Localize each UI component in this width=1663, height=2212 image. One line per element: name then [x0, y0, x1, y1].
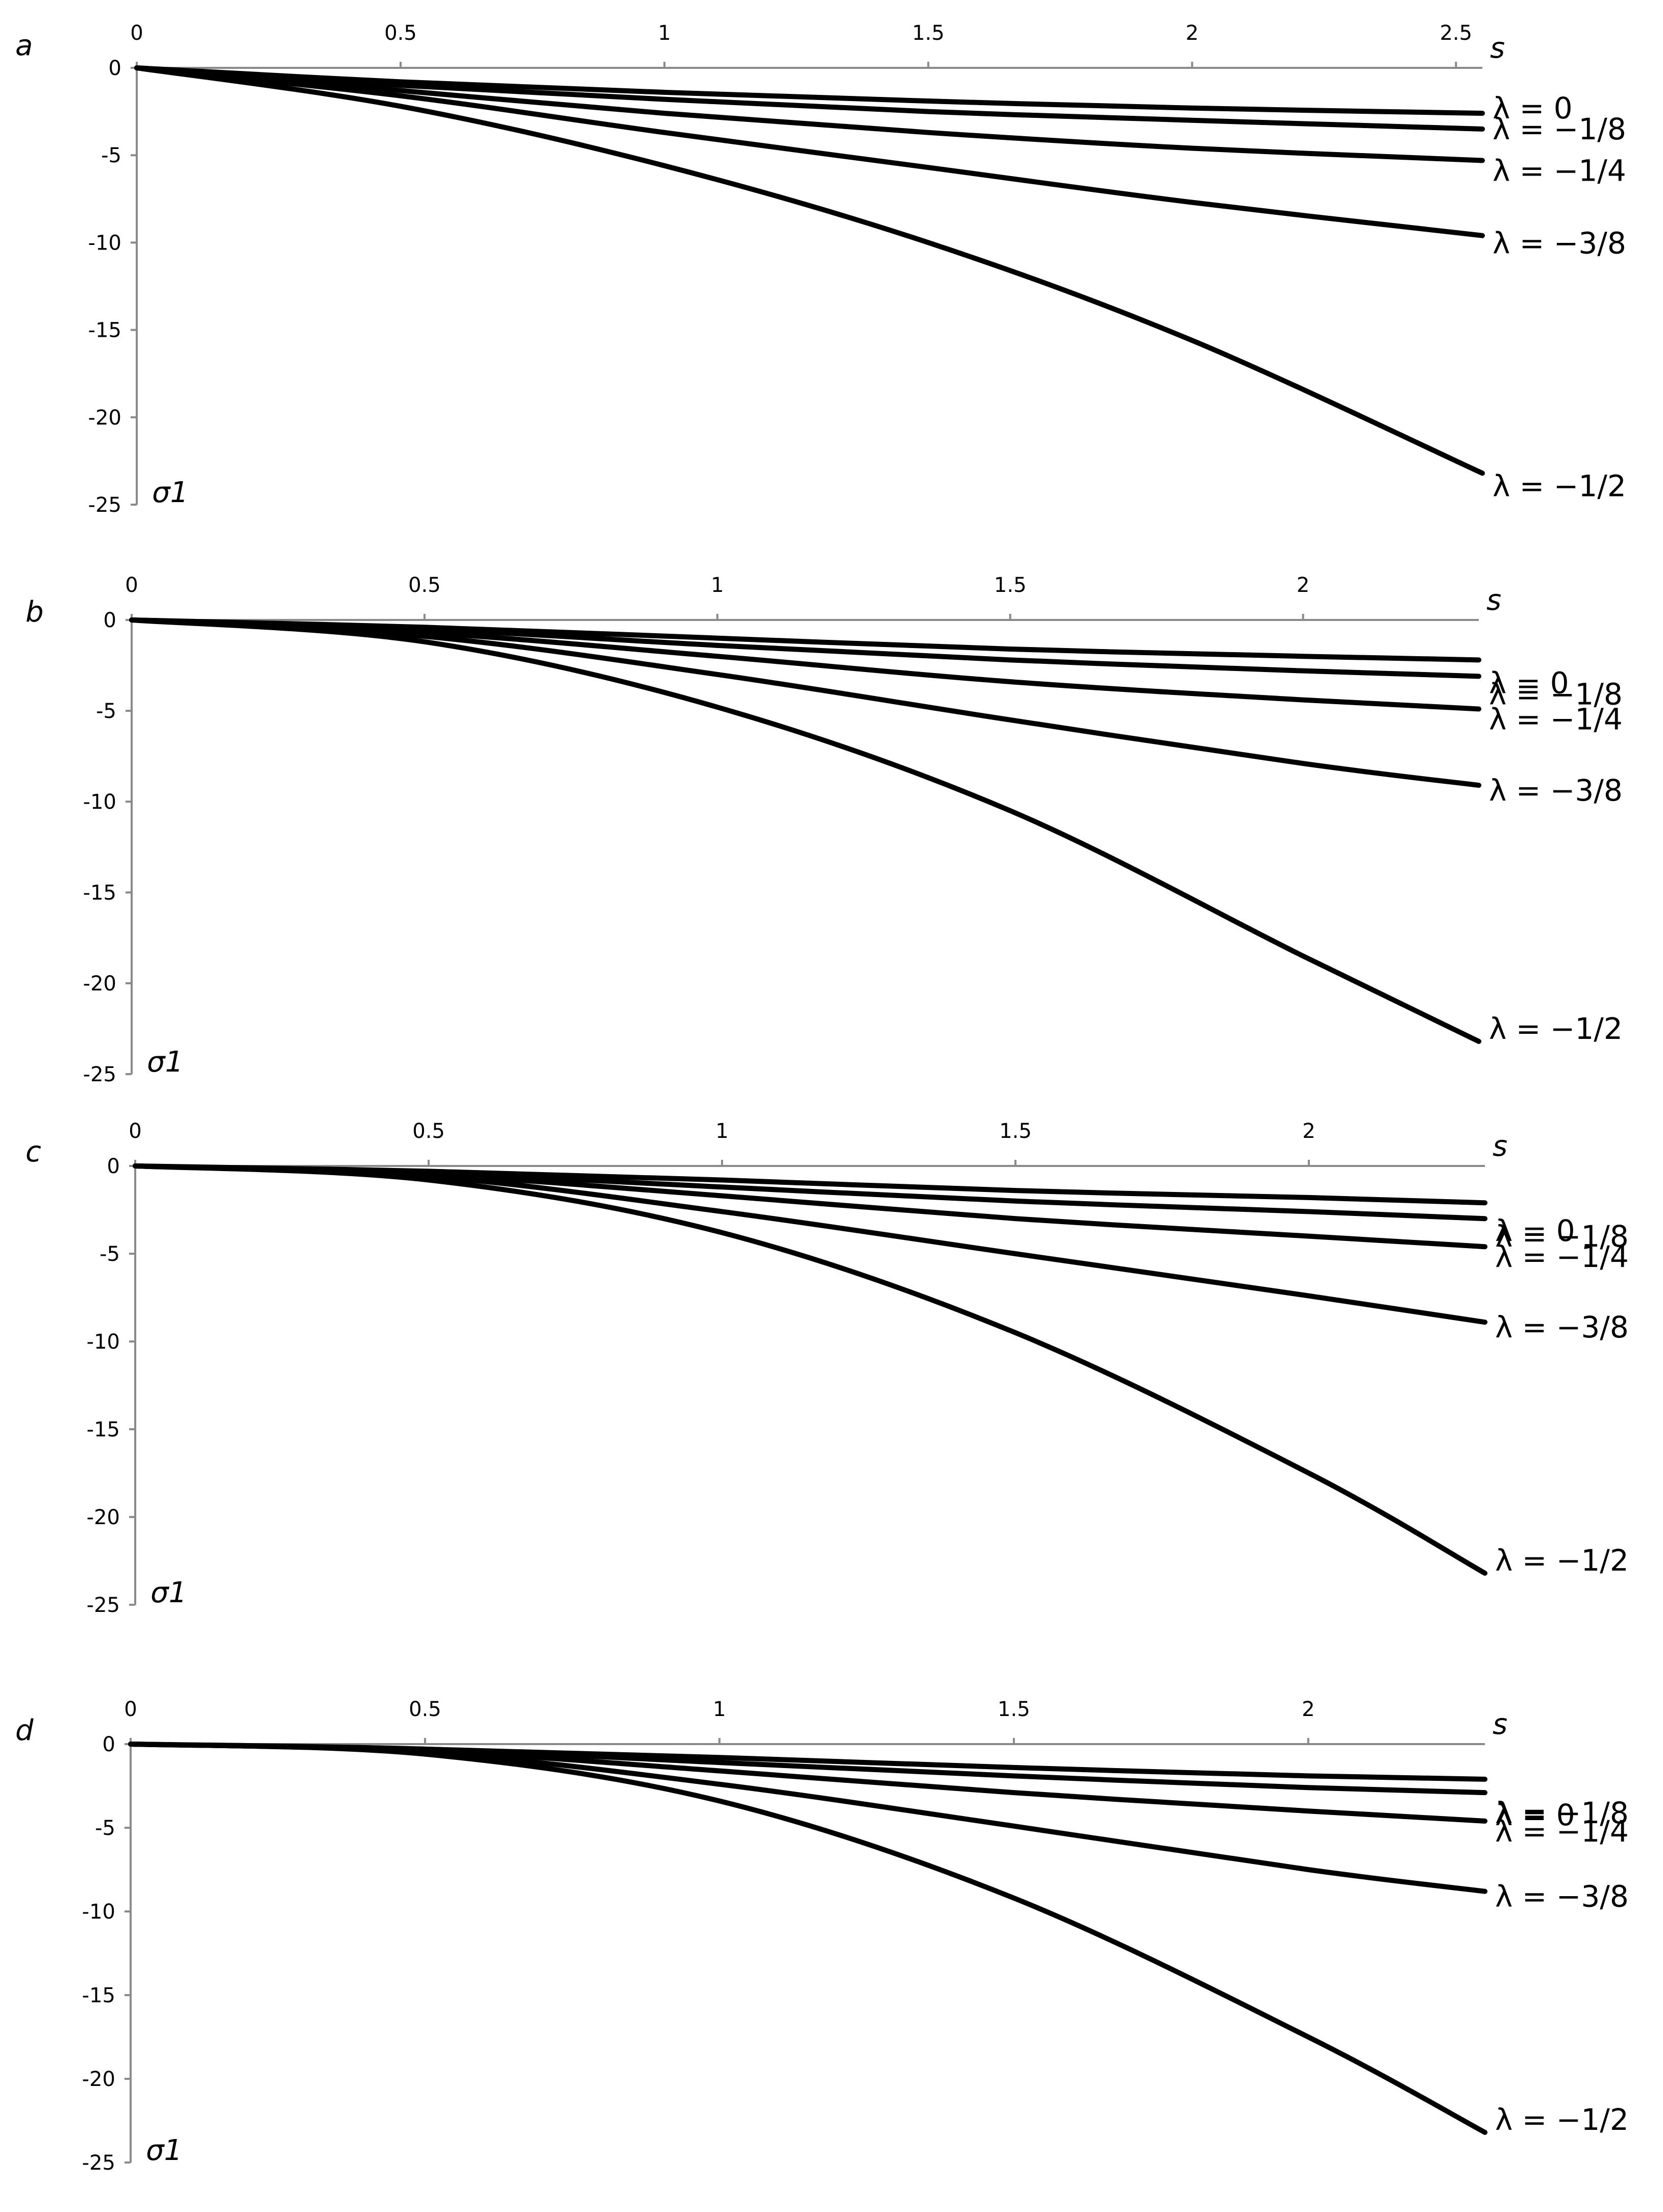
x-tick-label: 2.5	[1439, 21, 1472, 45]
series-label: λ = 0	[1495, 1213, 1575, 1248]
y-axis-label: σ1	[152, 476, 188, 509]
y-tick-label: -25	[88, 493, 121, 517]
x-axis-label: s	[1486, 584, 1501, 617]
x-tick-label: 0.5	[384, 21, 417, 45]
y-tick-label: -25	[87, 1594, 120, 1617]
series-line	[129, 617, 1481, 679]
y-tick-label: 0	[109, 57, 121, 80]
x-tick-label: 2	[1302, 1698, 1314, 1721]
series-label: λ = −1/8	[1495, 1219, 1629, 1254]
x-axis-label: s	[1493, 1708, 1507, 1741]
series-label: λ = 0	[1493, 91, 1573, 126]
x-tick-label: 1.5	[999, 1120, 1032, 1143]
x-tick-label: 0	[129, 1120, 141, 1143]
x-tick-label: 2	[1302, 1120, 1315, 1143]
x-tick-label: 0	[130, 21, 143, 45]
series-line	[134, 65, 1485, 238]
series-line	[134, 65, 1485, 163]
y-tick-label: -5	[100, 1242, 120, 1266]
y-tick-label: -20	[87, 1506, 120, 1529]
y-tick-label: -10	[82, 1900, 115, 1924]
series-label: λ = −1/4	[1495, 1239, 1629, 1274]
y-tick-label: 0	[107, 1155, 120, 1178]
y-tick-label: -20	[82, 2068, 115, 2091]
series-label: λ = −3/8	[1495, 1310, 1629, 1345]
y-tick-label: -15	[82, 1984, 115, 2007]
x-tick-label: 1.5	[994, 574, 1027, 597]
x-tick-label: 1	[715, 1120, 728, 1143]
series-line	[128, 1742, 1487, 1824]
y-tick-label: -15	[87, 1418, 120, 1441]
series-line	[129, 617, 1481, 788]
series-label: λ = −1/2	[1495, 1543, 1629, 1578]
series-line	[133, 1163, 1487, 1250]
series-label: λ = −1/4	[1495, 1814, 1629, 1849]
y-tick-label: -10	[87, 1330, 120, 1354]
x-tick-label: 0.5	[412, 1120, 445, 1143]
x-tick-label: 0	[124, 1698, 137, 1721]
series-label: λ = −1/2	[1489, 1011, 1623, 1046]
x-tick-label: 1	[711, 574, 724, 597]
y-tick-label: 0	[104, 609, 116, 632]
series-label: λ = −1/4	[1493, 153, 1626, 188]
series-label: λ = −3/8	[1489, 773, 1623, 808]
y-tick-label: -10	[83, 790, 116, 814]
x-tick-label: 1.5	[912, 21, 945, 45]
series-line	[128, 1742, 1487, 2135]
x-tick-label: 1	[713, 1698, 726, 1721]
series-label: λ = −1/8	[1493, 112, 1626, 146]
series-label: λ = −1/4	[1489, 702, 1623, 736]
y-axis-label: σ1	[147, 1046, 183, 1079]
panel-label: c	[26, 1135, 41, 1169]
series-label: λ = −3/8	[1493, 226, 1626, 261]
series-label: λ = 0	[1495, 1798, 1575, 1832]
y-tick-label: -10	[88, 231, 121, 255]
y-tick-label: -15	[83, 881, 116, 905]
series-label: λ = −1/2	[1493, 468, 1626, 503]
x-tick-label: 0	[125, 574, 138, 597]
y-tick-label: -20	[88, 406, 121, 430]
y-tick-label: -5	[96, 700, 116, 723]
series-line	[129, 617, 1481, 1044]
series-line	[128, 1742, 1487, 1796]
x-tick-label: 1	[658, 21, 671, 45]
x-tick-label: 2	[1186, 21, 1199, 45]
panel-label: d	[15, 1714, 34, 1747]
x-tick-label: 1.5	[998, 1698, 1030, 1721]
y-tick-label: -5	[101, 144, 121, 167]
series-line	[133, 1163, 1487, 1576]
x-tick-label: 2	[1297, 574, 1309, 597]
y-tick-label: -25	[83, 1063, 116, 1086]
series-label: λ = 0	[1489, 665, 1569, 700]
series-line	[134, 65, 1485, 476]
series-label: λ = −1/8	[1495, 1796, 1629, 1830]
y-tick-label: -25	[82, 2151, 115, 2175]
y-tick-label: -15	[88, 319, 121, 342]
y-axis-label: σ1	[146, 2134, 182, 2167]
series-line	[134, 65, 1485, 132]
y-axis-label: σ1	[151, 1576, 187, 1609]
y-tick-label: -20	[83, 972, 116, 996]
x-tick-label: 0.5	[409, 1698, 441, 1721]
y-tick-label: 0	[103, 1733, 115, 1756]
panel-label: b	[26, 595, 44, 629]
series-label: λ = −1/8	[1489, 677, 1623, 711]
x-tick-label: 0.5	[408, 574, 441, 597]
panel-label: a	[15, 29, 33, 62]
series-label: λ = −1/2	[1495, 2102, 1629, 2137]
x-axis-label: s	[1490, 32, 1505, 65]
series-line	[134, 65, 1485, 116]
y-tick-label: -5	[95, 1817, 115, 1840]
series-label: λ = −3/8	[1495, 1879, 1629, 1914]
x-axis-label: s	[1493, 1130, 1507, 1163]
